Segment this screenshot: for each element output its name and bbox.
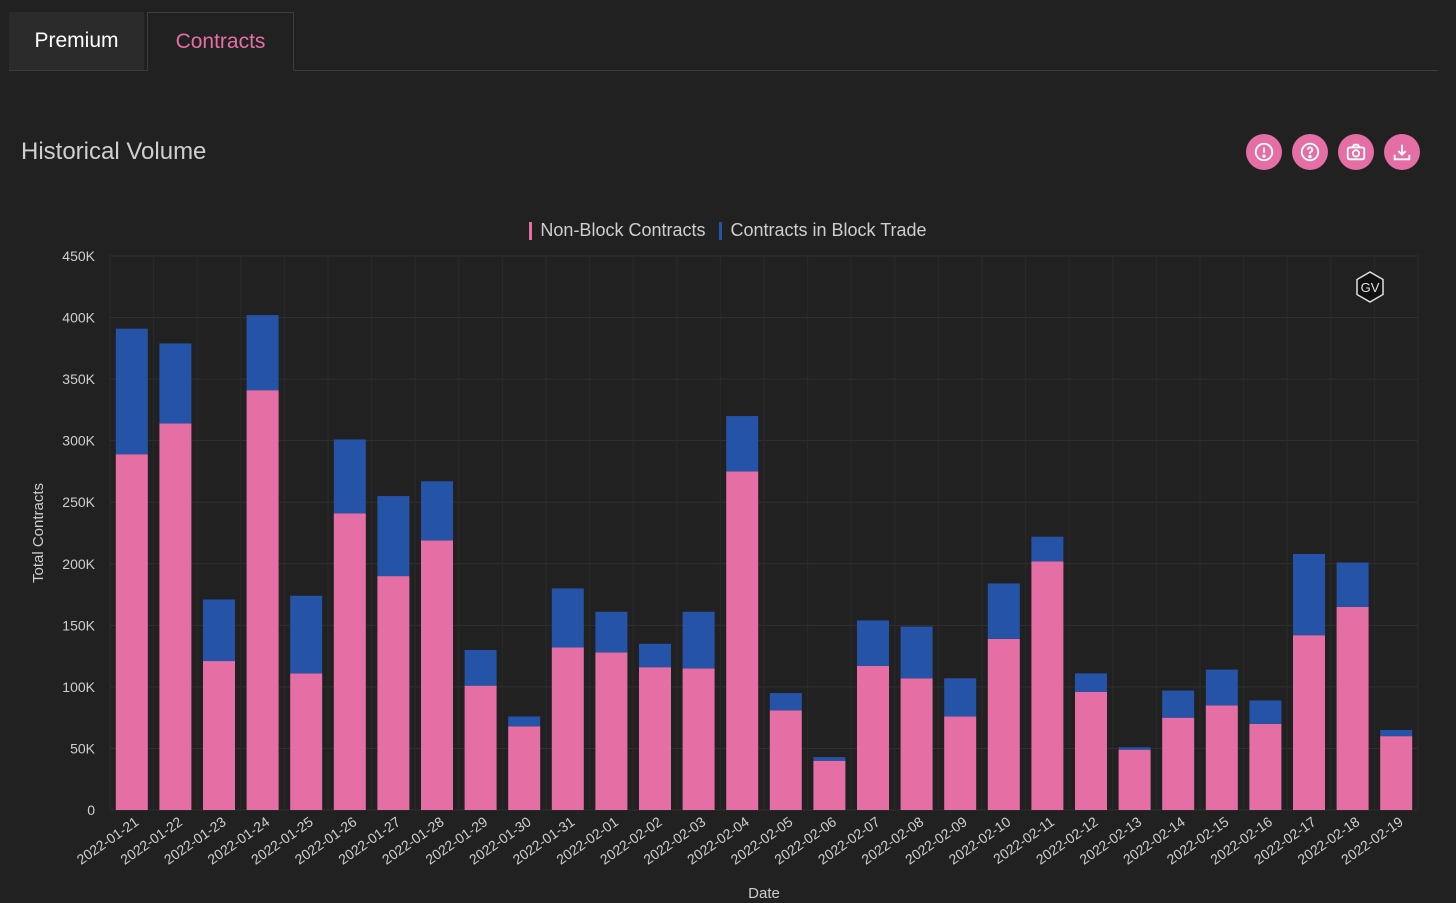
gv-logo-text: GV — [1361, 280, 1380, 295]
bar-block — [987, 583, 1020, 639]
bar-non-block — [1249, 723, 1282, 810]
legend-swatch-block — [719, 221, 723, 240]
y-tick-label: 150K — [62, 617, 95, 633]
bar-block — [203, 599, 235, 662]
bar-block — [115, 328, 148, 455]
bar-non-block — [987, 638, 1020, 810]
bar-non-block — [639, 667, 671, 810]
x-axis-title: Date — [748, 885, 780, 902]
bar-non-block — [115, 454, 148, 810]
y-tick-label: 100K — [62, 679, 95, 695]
bar-block — [1118, 747, 1151, 750]
alert-icon — [1254, 142, 1274, 162]
bar-block — [246, 315, 279, 391]
y-tick-label: 0 — [87, 802, 95, 818]
bar-block — [813, 757, 846, 761]
download-button[interactable] — [1384, 134, 1420, 170]
camera-icon — [1346, 143, 1366, 161]
bar-non-block — [900, 678, 933, 810]
bar-non-block — [1205, 705, 1238, 810]
chart-actions — [1246, 134, 1420, 170]
y-tick-label: 50K — [70, 740, 96, 756]
bar-non-block — [464, 685, 497, 810]
bar-block — [508, 716, 541, 727]
bar-non-block — [813, 760, 846, 810]
bar-block — [1380, 729, 1413, 737]
bar-block — [333, 439, 366, 514]
bar-block — [900, 626, 933, 679]
bar-non-block — [726, 471, 759, 810]
bar-block — [377, 496, 410, 577]
bar-block — [857, 620, 889, 666]
bar-non-block — [1162, 717, 1195, 810]
y-axis-title: Total Contracts — [30, 483, 47, 583]
legend-item-non-block[interactable]: Non-Block Contracts — [529, 220, 705, 241]
bar-non-block — [377, 576, 410, 810]
y-tick-label: 250K — [62, 494, 95, 510]
bar-non-block — [769, 710, 802, 810]
legend-label-block: Contracts in Block Trade — [730, 220, 927, 240]
screenshot-button[interactable] — [1338, 134, 1374, 170]
bar-block — [726, 416, 759, 472]
bar-non-block — [1075, 691, 1107, 810]
bar-block — [639, 643, 671, 668]
y-tick-label: 450K — [62, 248, 95, 264]
gv-logo-icon — [1356, 271, 1384, 303]
bar-non-block — [508, 726, 541, 810]
chart-legend: Non-Block Contracts Contracts in Block T… — [0, 220, 1456, 241]
bar-non-block — [159, 423, 192, 810]
tab-bar: Premium Contracts — [9, 12, 1438, 71]
y-tick-label: 300K — [62, 433, 95, 449]
bar-non-block — [1031, 561, 1064, 810]
bar-block — [1336, 562, 1369, 607]
help-button[interactable] — [1292, 134, 1328, 170]
bar-non-block — [1118, 749, 1151, 810]
bar-block — [421, 481, 453, 541]
bar-non-block — [1380, 736, 1413, 810]
bar-non-block — [682, 668, 715, 810]
legend-label-non-block: Non-Block Contracts — [540, 220, 706, 240]
bar-block — [944, 678, 977, 717]
bar-non-block — [421, 540, 453, 810]
legend-item-block[interactable]: Contracts in Block Trade — [719, 220, 927, 241]
bar-block — [1075, 673, 1107, 692]
bar-block — [159, 343, 192, 424]
tab-contracts[interactable]: Contracts — [147, 12, 294, 71]
bar-block — [290, 595, 323, 674]
tab-premium[interactable]: Premium — [9, 12, 144, 70]
bar-non-block — [1293, 635, 1325, 810]
bar-non-block — [857, 665, 889, 810]
bar-block — [551, 588, 584, 648]
bar-block — [1293, 553, 1325, 636]
help-icon — [1300, 142, 1320, 162]
bar-block — [769, 693, 802, 711]
bar-non-block — [595, 652, 628, 810]
y-tick-label: 400K — [62, 310, 95, 326]
bar-non-block — [551, 647, 584, 810]
bar-block — [1162, 690, 1195, 718]
bar-non-block — [944, 716, 977, 810]
bar-non-block — [290, 673, 323, 810]
download-icon — [1393, 144, 1411, 161]
bar-block — [1031, 536, 1064, 562]
bar-block — [1249, 700, 1282, 724]
bar-non-block — [333, 513, 366, 810]
bar-block — [682, 611, 715, 669]
bar-block — [595, 611, 628, 653]
y-tick-label: 350K — [62, 371, 95, 387]
bar-non-block — [246, 390, 279, 810]
bar-non-block — [203, 661, 235, 810]
alert-button[interactable] — [1246, 134, 1282, 170]
chart-title: Historical Volume — [21, 138, 207, 165]
legend-swatch-non-block — [529, 221, 533, 240]
bar-non-block — [1336, 606, 1369, 810]
bar-block — [464, 649, 497, 686]
bar-block — [1205, 669, 1238, 706]
y-tick-label: 200K — [62, 556, 95, 572]
